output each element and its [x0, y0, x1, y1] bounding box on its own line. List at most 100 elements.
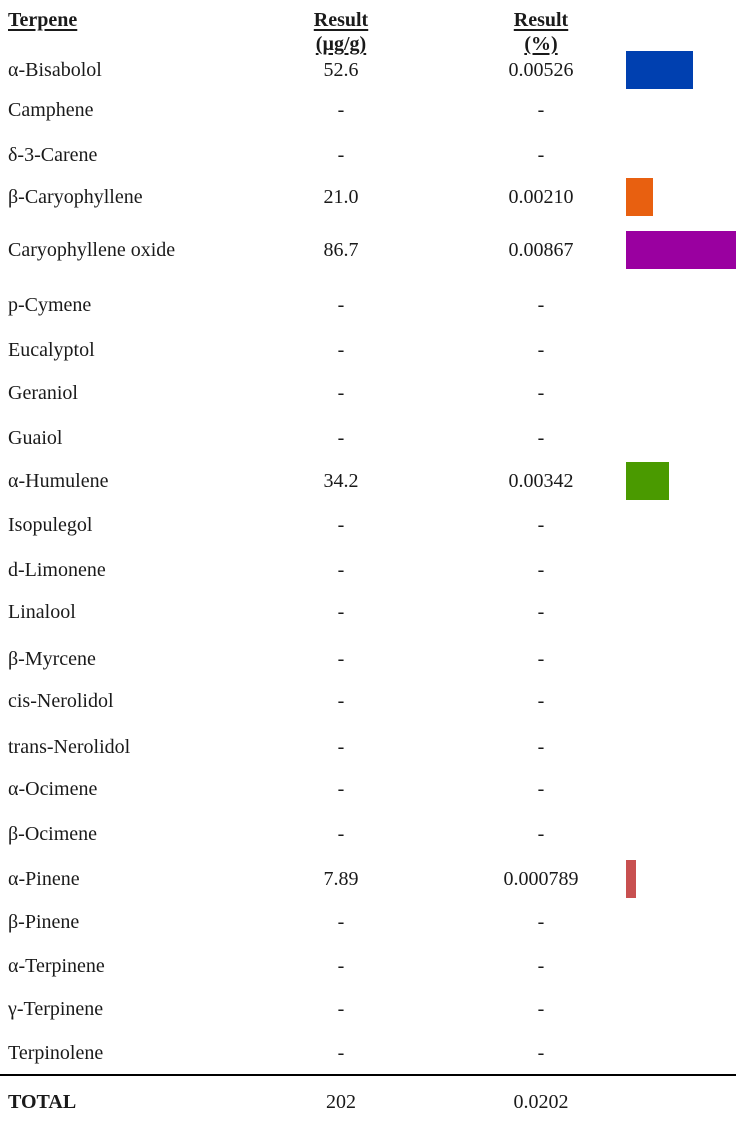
- terpene-name: Guaiol: [8, 427, 63, 449]
- result-pct-cell: -: [537, 381, 545, 404]
- result-pct-cell: 0.000789: [503, 867, 579, 890]
- table-row: d-Limonene - -: [0, 550, 736, 590]
- result-ug-cell: -: [337, 98, 345, 121]
- header-terpene: Terpene: [8, 9, 78, 31]
- result-pct-cell: -: [537, 910, 545, 933]
- terpene-name: β-Caryophyllene: [8, 186, 143, 208]
- result-pct-cell: -: [537, 293, 545, 316]
- terpene-name: δ-3-Carene: [8, 144, 98, 166]
- table-row: Isopulegol - -: [0, 505, 736, 545]
- terpene-table-body: α-Bisabolol 52.6 0.00526 Camphene - - δ-3-Care…: [0, 50, 736, 1073]
- result-pct-cell: -: [537, 426, 545, 449]
- result-ug-cell: -: [337, 558, 345, 581]
- result-pct-cell: 0.00867: [508, 238, 574, 261]
- result-bar: [626, 462, 669, 500]
- result-ug-cell: -: [337, 293, 345, 316]
- terpene-name: β-Pinene: [8, 911, 80, 933]
- result-ug-cell: -: [337, 647, 345, 670]
- result-pct-cell: 0.00526: [508, 58, 574, 81]
- result-ug-cell: -: [337, 997, 345, 1020]
- result-ug-cell: -: [337, 600, 345, 623]
- result-ug-cell: -: [337, 954, 345, 977]
- result-ug-cell: -: [337, 822, 345, 845]
- terpene-name: α-Terpinene: [8, 955, 105, 977]
- total-divider: [0, 1074, 736, 1076]
- terpene-name: α-Humulene: [8, 470, 109, 492]
- result-pct-cell: -: [537, 777, 545, 800]
- result-ug-cell: 34.2: [323, 469, 359, 492]
- result-pct-cell: -: [537, 513, 545, 536]
- total-row: TOTAL 202 0.0202: [0, 1082, 736, 1122]
- result-pct-cell: -: [537, 647, 545, 670]
- header-result-ug-line1: Result: [313, 9, 369, 31]
- table-row: Caryophyllene oxide 86.7 0.00867: [0, 230, 736, 270]
- table-row: α-Pinene 7.89 0.000789: [0, 859, 736, 899]
- terpene-name: trans-Nerolidol: [8, 736, 131, 758]
- terpene-name: Camphene: [8, 99, 94, 121]
- result-pct-cell: -: [537, 338, 545, 361]
- result-bar: [626, 178, 653, 216]
- result-pct-cell: 0.00210: [508, 185, 574, 208]
- result-ug-cell: -: [337, 381, 345, 404]
- result-bar: [626, 51, 693, 89]
- table-row: β-Caryophyllene 21.0 0.00210: [0, 177, 736, 217]
- table-row: α-Bisabolol 52.6 0.00526: [0, 50, 736, 90]
- table-row: cis-Nerolidol - -: [0, 681, 736, 721]
- table-row: Linalool - -: [0, 592, 736, 632]
- table-row: β-Myrcene - -: [0, 639, 736, 679]
- result-pct-cell: -: [537, 997, 545, 1020]
- result-ug-cell: -: [337, 689, 345, 712]
- terpene-name: Linalool: [8, 601, 76, 623]
- terpene-name: Eucalyptol: [8, 339, 95, 361]
- result-pct-cell: -: [537, 600, 545, 623]
- result-ug-cell: 52.6: [323, 58, 359, 81]
- result-ug-cell: 86.7: [323, 238, 359, 261]
- table-row: β-Pinene - -: [0, 902, 736, 942]
- table-row: trans-Nerolidol - -: [0, 727, 736, 767]
- result-ug-cell: 7.89: [323, 867, 359, 890]
- result-pct-cell: -: [537, 1041, 545, 1064]
- table-row: γ-Terpinene - -: [0, 989, 736, 1029]
- table-row: α-Terpinene - -: [0, 946, 736, 986]
- terpene-name: Geraniol: [8, 382, 78, 404]
- result-bar: [626, 231, 736, 269]
- terpene-name: γ-Terpinene: [8, 998, 104, 1020]
- terpene-name: Caryophyllene oxide: [8, 239, 176, 261]
- result-bar: [626, 860, 636, 898]
- terpene-name: Terpinolene: [8, 1042, 104, 1064]
- result-ug-cell: 21.0: [323, 185, 359, 208]
- table-row: Eucalyptol - -: [0, 330, 736, 370]
- result-ug-cell: -: [337, 143, 345, 166]
- header-result-pct-line2: (%): [524, 33, 558, 55]
- result-pct-cell: 0.00342: [508, 469, 574, 492]
- table-row: Terpinolene - -: [0, 1033, 736, 1073]
- header-result-pct: Result (%): [461, 8, 621, 56]
- table-row: β-Ocimene - -: [0, 814, 736, 854]
- table-row: p-Cymene - -: [0, 285, 736, 325]
- table-row: α-Ocimene - -: [0, 769, 736, 809]
- table-row: Camphene - -: [0, 90, 736, 130]
- terpene-name: β-Myrcene: [8, 648, 96, 670]
- table-row: α-Humulene 34.2 0.00342: [0, 461, 736, 501]
- header-result-pct-line1: Result: [513, 9, 569, 31]
- result-pct-cell: -: [537, 954, 545, 977]
- total-label: TOTAL: [8, 1091, 77, 1113]
- terpene-name: cis-Nerolidol: [8, 690, 114, 712]
- terpene-name: p-Cymene: [8, 294, 92, 316]
- table-row: δ-3-Carene - -: [0, 135, 736, 175]
- terpene-name: β-Ocimene: [8, 823, 98, 845]
- result-ug-cell: -: [337, 426, 345, 449]
- terpene-name: α-Ocimene: [8, 778, 98, 800]
- result-ug-cell: -: [337, 338, 345, 361]
- terpene-name: Isopulegol: [8, 514, 93, 536]
- terpene-name: α-Bisabolol: [8, 59, 102, 81]
- result-ug-cell: -: [337, 910, 345, 933]
- result-pct-cell: -: [537, 822, 545, 845]
- result-ug-cell: -: [337, 735, 345, 758]
- result-pct-cell: -: [537, 98, 545, 121]
- result-pct-cell: -: [537, 143, 545, 166]
- table-row: Guaiol - -: [0, 418, 736, 458]
- result-pct-cell: -: [537, 689, 545, 712]
- terpene-name: α-Pinene: [8, 868, 80, 890]
- table-row: Geraniol - -: [0, 373, 736, 413]
